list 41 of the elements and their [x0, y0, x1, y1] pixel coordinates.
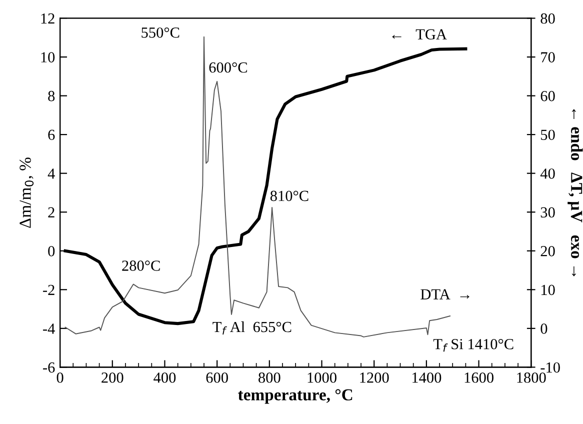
y2-tick-label: 80: [540, 13, 555, 24]
x-tick-label: 1600: [464, 372, 494, 383]
y-tick-label: 10: [41, 52, 55, 62]
annotation: DTA →: [420, 289, 470, 300]
y-tick-label: 8: [48, 90, 55, 102]
annotation: 550°C: [142, 27, 180, 38]
annotation: ← TGA: [392, 29, 447, 40]
y2-tick-label: 20: [540, 246, 555, 256]
x-tick-label: 800: [258, 372, 280, 383]
x-tick-label: 1000: [308, 372, 336, 383]
annotation: 280°C: [122, 260, 160, 271]
x-tick-label: 400: [154, 372, 176, 383]
y-tick-label: 2: [48, 207, 54, 218]
y2-tick-label: 60: [540, 90, 555, 102]
y-tick-label: -2: [43, 284, 54, 295]
x-tick-label: 1400: [412, 372, 442, 383]
y2-tick-label: 70: [541, 52, 555, 62]
y2-axis-title: ← endo ΔT, μV exo →: [568, 109, 583, 276]
y2-tick-label: 0: [540, 324, 548, 334]
y-tick-label: 0: [48, 246, 55, 256]
y-tick-label: 12: [41, 13, 54, 24]
x-tick-label: 600: [206, 372, 228, 383]
annotation: 810°C: [270, 190, 308, 202]
x-tick-label: 200: [102, 372, 124, 383]
y2-tick-label: 10: [541, 284, 555, 296]
x-tick-label: 0: [56, 372, 64, 383]
y2-tick-label: -10: [540, 362, 560, 373]
y-axis-title: Δm/m$_{0}$, %: [20, 158, 34, 228]
annotation: 600°C: [209, 62, 247, 73]
y-tick-label: 6: [48, 130, 55, 140]
y-tick-label: -4: [43, 324, 55, 334]
x-tick-label: 1200: [360, 372, 389, 383]
y2-tick-label: 40: [540, 168, 555, 179]
y2-tick-label: 50: [541, 130, 555, 140]
y2-tick-label: 30: [540, 207, 555, 218]
x-axis-title: temperature, °C: [238, 389, 352, 404]
annotation: T$_{f}$ Al 655°C: [212, 321, 292, 335]
y-tick-label: 4: [48, 168, 55, 179]
y-tick-label: -6: [43, 362, 55, 373]
annotation: T$_{f}$ Si 1410°C: [433, 338, 514, 352]
x-tick-label: 1800: [517, 372, 546, 383]
